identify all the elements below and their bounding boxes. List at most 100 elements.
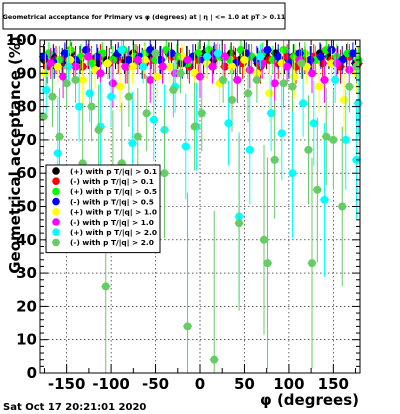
y-tick-label: 50 [16, 198, 37, 216]
legend-label: (+) with p T/|q| > 2.0 [70, 228, 157, 238]
data-point [240, 55, 249, 64]
data-point [75, 102, 84, 111]
data-point [55, 132, 64, 141]
date-stamp: Sat Oct 17 20:21:01 2020 [3, 402, 146, 413]
y-tick-label: 80 [16, 98, 37, 116]
data-point [279, 45, 288, 54]
data-point [167, 49, 176, 58]
data-point [288, 82, 297, 91]
data-point [219, 75, 228, 84]
data-point [133, 132, 142, 141]
legend-marker [52, 187, 60, 196]
data-point [224, 119, 233, 128]
data-point [94, 125, 103, 134]
title-box: Geometrical acceptance for Primary vs φ … [2, 2, 286, 30]
data-point [92, 52, 101, 61]
data-point [183, 55, 192, 64]
data-point [270, 79, 279, 88]
data-point [124, 55, 133, 64]
data-point [308, 259, 316, 268]
data-point [165, 62, 174, 71]
data-point [190, 122, 199, 131]
data-point [228, 62, 236, 71]
x-axis-label: φ (degrees) [260, 391, 359, 409]
data-point [146, 75, 155, 84]
data-point [210, 355, 219, 364]
title-frame [2, 2, 286, 30]
legend-marker [52, 177, 60, 185]
data-point [348, 49, 357, 58]
y-tick-label: 60 [16, 164, 37, 182]
data-point [142, 109, 151, 118]
data-point [304, 145, 313, 154]
y-tick-label: 100 [6, 31, 37, 49]
data-point [267, 109, 276, 118]
legend-marker [52, 197, 60, 206]
data-point [60, 49, 69, 58]
series-5 [40, 44, 361, 132]
data-point [277, 129, 286, 138]
legend-marker [52, 208, 60, 216]
data-point [197, 109, 206, 118]
y-axis-label: Geometrical acceptance (%) [6, 36, 24, 274]
series-8 [39, 42, 361, 373]
data-point [84, 52, 92, 61]
data-point [101, 282, 110, 291]
data-point [213, 49, 222, 58]
data-point [228, 95, 236, 104]
data-point [297, 59, 306, 68]
data-point [151, 49, 160, 58]
data-point [39, 52, 48, 61]
y-tick-label: 70 [16, 131, 37, 149]
data-point [124, 92, 133, 101]
legend-label: (+) with p T/|q| > 1.0 [70, 208, 157, 218]
chart-title: Geometrical acceptance for Primary vs φ … [3, 13, 286, 22]
legend-frame [45, 164, 161, 254]
data-point [48, 92, 57, 101]
data-point [128, 139, 137, 148]
data-point [256, 52, 265, 61]
y-tick-label: 90 [16, 64, 37, 82]
y-tick-label: 20 [16, 297, 37, 315]
legend-label: (-) with p T/|q| > 0.5 [70, 197, 154, 207]
data-point [71, 75, 80, 84]
axis-ticks: 0 10 20 30 40 50 60 70 80 90 100 -150 -100 -50 0 50 100 1… [6, 31, 360, 393]
data-point [93, 59, 102, 68]
data-point [263, 259, 272, 268]
data-point [288, 169, 297, 178]
data-point [315, 82, 324, 91]
data-point [263, 45, 272, 54]
data-point [117, 45, 126, 54]
legend-marker [52, 167, 60, 175]
data-point [290, 72, 299, 81]
data-point [345, 82, 354, 91]
data-point [265, 89, 274, 98]
data-point [331, 75, 340, 84]
data-point [245, 65, 254, 74]
data-point [153, 72, 162, 81]
data-point [309, 119, 318, 128]
data-point [220, 52, 229, 61]
data-point [96, 69, 105, 78]
data-point [299, 99, 308, 108]
data-point [78, 75, 87, 84]
y-tick-label: 40 [16, 231, 37, 249]
data-point [279, 79, 288, 88]
data-point [133, 55, 142, 64]
data-point [244, 89, 252, 98]
data-point [316, 52, 325, 61]
data-point [203, 52, 212, 61]
data-point [158, 62, 167, 71]
data-point [320, 195, 329, 204]
data-point [160, 169, 169, 178]
data-point [313, 185, 322, 194]
data-point [108, 79, 117, 88]
data-point [196, 72, 204, 81]
x-tick-label: 100 [273, 375, 304, 393]
x-tick-label: -150 [48, 375, 86, 393]
data-point [116, 82, 124, 91]
data-point [53, 149, 62, 158]
data-point [235, 219, 244, 228]
data-point [42, 85, 51, 94]
